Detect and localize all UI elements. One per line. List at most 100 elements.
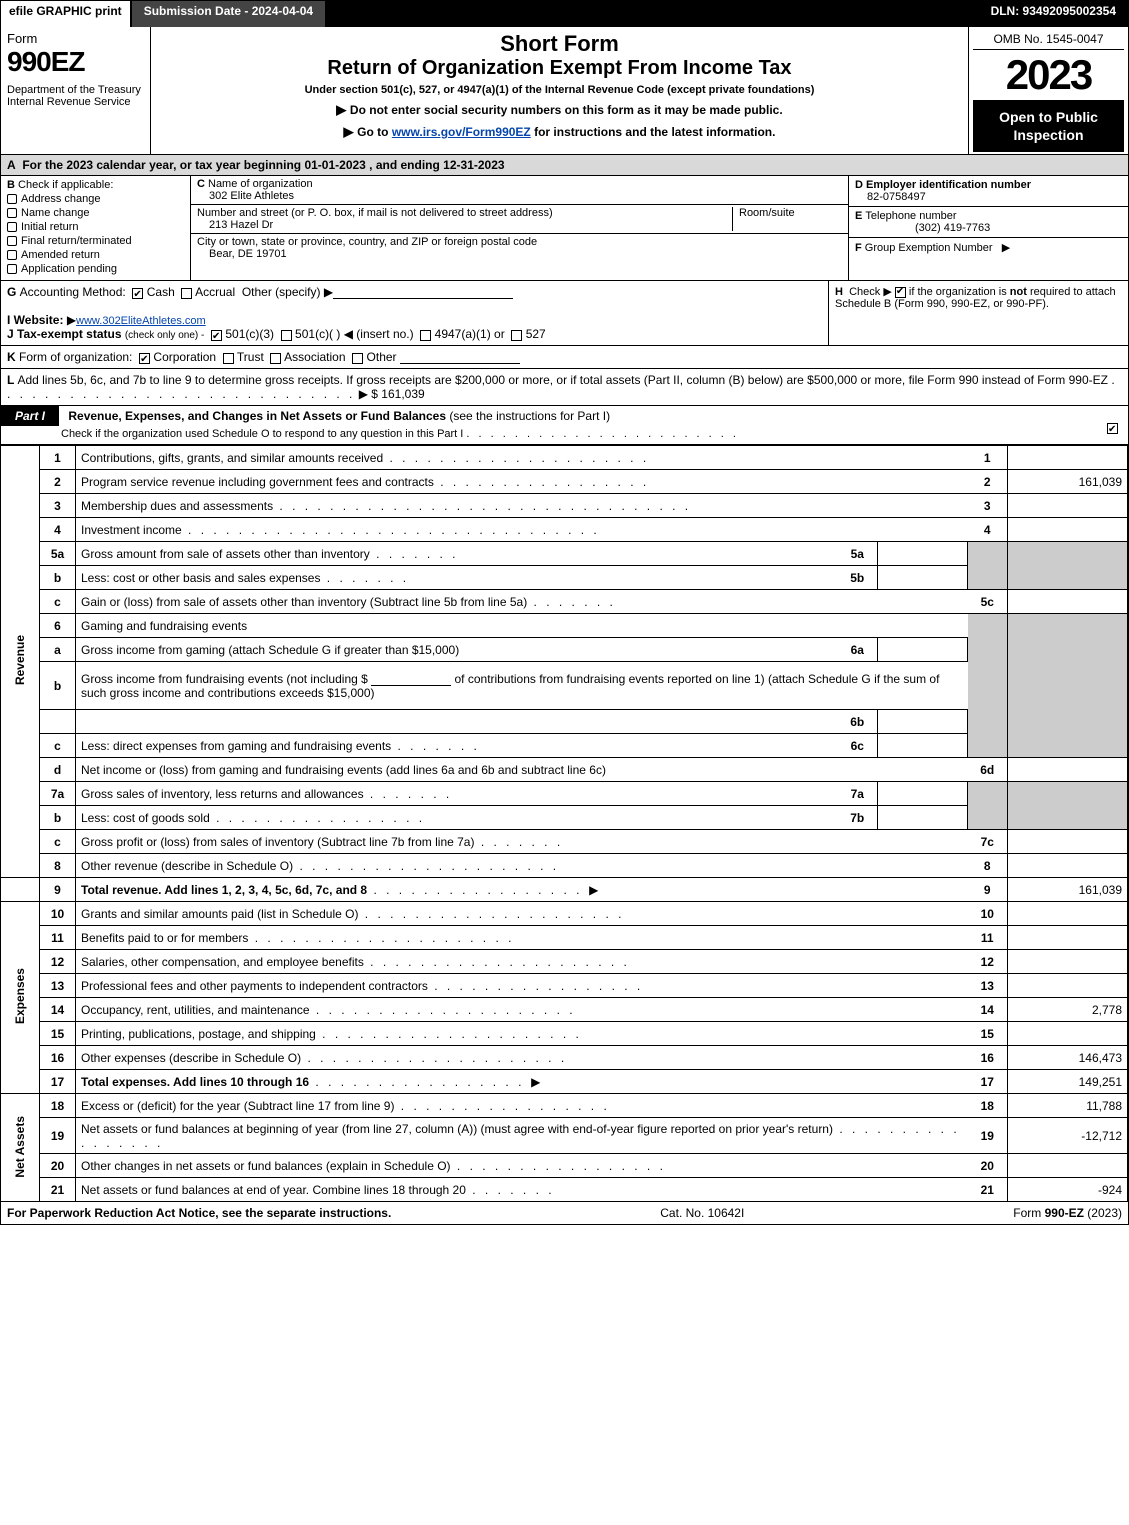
other-org-line[interactable] (400, 352, 520, 364)
line-desc: Gross profit or (loss) from sales of inv… (81, 835, 474, 849)
table-row: c Gain or (loss) from sale of assets oth… (1, 590, 1128, 614)
grey-cell (968, 734, 1008, 758)
line-desc: Other revenue (describe in Schedule O) (81, 859, 293, 873)
dots: . . . . . . . . . . . . . . . . . . . . … (383, 451, 649, 465)
chk-initial-return[interactable]: Initial return (7, 221, 184, 233)
open-public-badge: Open to Public Inspection (973, 100, 1124, 152)
dots: . . . . . . . . . . . . . . . . . (210, 811, 425, 825)
opt-other: Other (specify) (242, 285, 321, 299)
chk-address-change[interactable]: Address change (7, 193, 184, 205)
dots: . . . . . . . (364, 787, 453, 801)
opt-trust: Trust (237, 350, 264, 364)
grey-cell (968, 806, 1008, 830)
chk-label: Address change (21, 193, 101, 205)
line-amount: 161,039 (1008, 470, 1128, 494)
line-num: 1 (40, 446, 76, 470)
chk-cash[interactable] (132, 288, 143, 299)
chk-application-pending[interactable]: Application pending (7, 263, 184, 275)
part-i-badge: Part I (1, 406, 59, 426)
dots: . . . . . . . (320, 571, 409, 585)
row-a-text: For the 2023 calendar year, or tax year … (22, 158, 504, 172)
chk-501c[interactable] (281, 330, 292, 341)
h-not: not (1010, 286, 1027, 298)
line-label: 20 (968, 1154, 1008, 1178)
chk-schedule-b[interactable] (895, 287, 906, 298)
chk-other-org[interactable] (352, 353, 363, 364)
grey-cell (968, 614, 1008, 638)
grey-cell (1008, 566, 1128, 590)
dots: . . . . . . . . . . . . . . . . . . . . … (301, 1051, 567, 1065)
grey-cell (1008, 638, 1128, 662)
table-row: 17 Total expenses. Add lines 10 through … (1, 1070, 1128, 1094)
table-row: 12 Salaries, other compensation, and emp… (1, 950, 1128, 974)
side-blank (1, 878, 40, 902)
dots: . . . . . . . . . . . . . . . . . . . . … (273, 499, 691, 513)
table-row: b Less: cost or other basis and sales ex… (1, 566, 1128, 590)
table-row: 9 Total revenue. Add lines 1, 2, 3, 4, 5… (1, 878, 1128, 902)
chk-label: Final return/terminated (21, 235, 132, 247)
line-desc: Salaries, other compensation, and employ… (81, 955, 364, 969)
line-desc: Investment income (81, 523, 182, 537)
dln-label: DLN: 93492095002354 (979, 1, 1128, 27)
table-row: 3 Membership dues and assessments . . . … (1, 494, 1128, 518)
sub-label: 7b (838, 806, 878, 830)
chk-4947[interactable] (420, 330, 431, 341)
irs-link[interactable]: www.irs.gov/Form990EZ (392, 125, 531, 139)
table-row: a Gross income from gaming (attach Sched… (1, 638, 1128, 662)
opt-501c: 501(c)( ) ◀ (insert no.) (295, 327, 414, 341)
chk-schedule-o[interactable] (1107, 423, 1118, 434)
table-row: 6 Gaming and fundraising events (1, 614, 1128, 638)
table-row: b Gross income from fundraising events (… (1, 662, 1128, 710)
j-label: Tax-exempt status (17, 327, 121, 341)
line-desc: Gross amount from sale of assets other t… (81, 547, 370, 561)
grey-cell (1008, 734, 1128, 758)
other-specify-line[interactable] (333, 287, 513, 299)
line-num: c (40, 830, 76, 854)
chk-final-return[interactable]: Final return/terminated (7, 235, 184, 247)
form-word: Form (7, 31, 144, 46)
line-desc: Gaming and fundraising events (81, 619, 247, 633)
table-row: 4 Investment income . . . . . . . . . . … (1, 518, 1128, 542)
c-name-label: Name of organization (208, 178, 313, 190)
sub-label: 6a (838, 638, 878, 662)
line-label: 3 (968, 494, 1008, 518)
opt-corp: Corporation (153, 350, 216, 364)
line-desc: Total expenses. Add lines 10 through 16 (81, 1075, 309, 1089)
dots: . . . . . . . . . . . . . . . . . (309, 1075, 524, 1089)
line-num: 4 (40, 518, 76, 542)
dots: . . . . . . . . . . . . . . . . . . . . … (293, 859, 559, 873)
line-desc: Less: direct expenses from gaming and fu… (81, 739, 391, 753)
chk-501c3[interactable] (211, 330, 222, 341)
line-num-blank (40, 710, 76, 734)
dots: . . . . . . . (527, 595, 616, 609)
website-link[interactable]: www.302EliteAthletes.com (76, 315, 206, 327)
line-amount (1008, 974, 1128, 998)
line-amount (1008, 1022, 1128, 1046)
line-num: 5a (40, 542, 76, 566)
line-amount: 149,251 (1008, 1070, 1128, 1094)
chk-trust[interactable] (223, 353, 234, 364)
chk-corporation[interactable] (139, 353, 150, 364)
line-desc: Membership dues and assessments (81, 499, 273, 513)
chk-name-change[interactable]: Name change (7, 207, 184, 219)
c-addr-row: Number and street (or P. O. box, if mail… (191, 205, 848, 234)
dots: . . . . . . . . . . . . . . . . . . . . … (182, 523, 600, 537)
table-row: c Gross profit or (loss) from sales of i… (1, 830, 1128, 854)
short-form-title: Short Form (161, 31, 958, 57)
line-num: 17 (40, 1070, 76, 1094)
line-label: 4 (968, 518, 1008, 542)
line-amount (1008, 590, 1128, 614)
dots: . . . . . . . . . . . . . . . . . (367, 883, 582, 897)
dots: . . . . . . . . . . . . . . . . . . . . … (466, 428, 739, 440)
chk-association[interactable] (270, 353, 281, 364)
i-label: Website: (14, 313, 64, 327)
c-name-row: C Name of organization 302 Elite Athlete… (191, 176, 848, 205)
line-num: 15 (40, 1022, 76, 1046)
chk-527[interactable] (511, 330, 522, 341)
contrib-amount-line[interactable] (371, 674, 451, 686)
line-desc: Grants and similar amounts paid (list in… (81, 907, 358, 921)
chk-accrual[interactable] (181, 288, 192, 299)
dots: . . . . . . . (466, 1183, 555, 1197)
table-row: 6b (1, 710, 1128, 734)
chk-amended-return[interactable]: Amended return (7, 249, 184, 261)
